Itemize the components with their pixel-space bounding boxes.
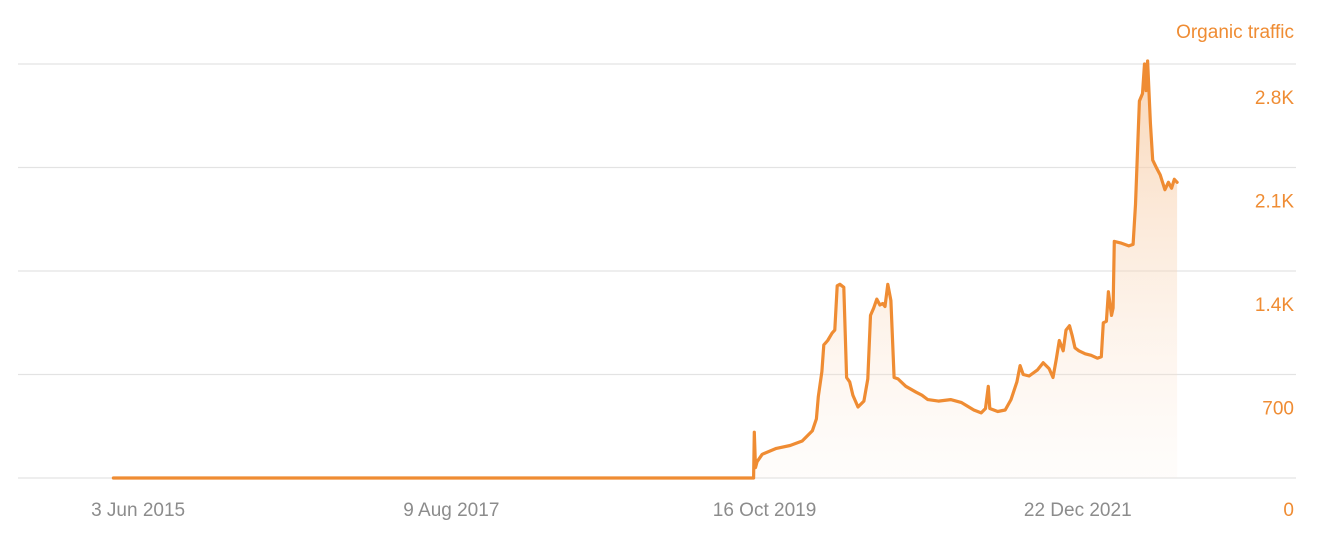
- y-axis-labels: 0 700 1.4K 2.1K 2.8K: [1255, 88, 1294, 521]
- series-line-group: [111, 59, 1179, 480]
- y-tick-label-4: 2.8K: [1255, 88, 1294, 109]
- x-axis-labels: 3 Jun 2015 9 Aug 2017 16 Oct 2019 22 Dec 20…: [91, 500, 1132, 521]
- series-line-organic-traffic: [111, 59, 1179, 480]
- x-tick-label-0: 3 Jun 2015: [91, 500, 185, 521]
- series-area: [113, 61, 1178, 478]
- x-tick-label-2: 16 Oct 2019: [713, 500, 817, 521]
- x-tick-label-3: 22 Dec 2021: [1024, 500, 1132, 521]
- y-tick-label-3: 2.1K: [1255, 192, 1294, 213]
- x-tick-label-1: 9 Aug 2017: [403, 500, 499, 521]
- series-area-fill: [113, 61, 1178, 478]
- y-tick-label-1: 700: [1262, 399, 1294, 420]
- series-title: Organic traffic: [1176, 22, 1294, 43]
- y-tick-label-2: 1.4K: [1255, 295, 1294, 316]
- y-tick-label-0: 0: [1283, 500, 1294, 521]
